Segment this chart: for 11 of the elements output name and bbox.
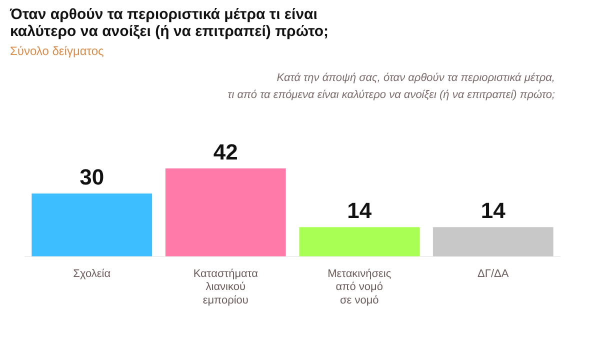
x-tick-label: Μετακινήσεις από νομό σε νομό: [328, 268, 392, 306]
x-tick-label: Σχολεία: [73, 268, 112, 280]
text: Κατά την άποψή σας, όταν αρθούν τα περιοριστικά μέτρα, τι από τα επόμενα είναι καλύτερο να ανοίξει (ή να επιτραπεί) πρώτο;: [228, 71, 555, 103]
data-label: 42: [213, 139, 238, 164]
chart-subtitle: Σύνολο δείγματος: [10, 44, 104, 58]
x-tick-label: ΔΓ/ΔΑ: [478, 268, 510, 280]
x-tick-label: Καταστήματα λιανικού εμπορίου: [193, 268, 259, 306]
data-label: 14: [347, 198, 372, 224]
data-label: 30: [80, 164, 104, 190]
chart-title: Όταν αρθούν τα περιοριστικά μέτρα τι είναι καλύτερο να ανοίξει (ή να επιτραπεί) πρώτο;: [10, 6, 330, 40]
data-label: 14: [480, 198, 506, 224]
